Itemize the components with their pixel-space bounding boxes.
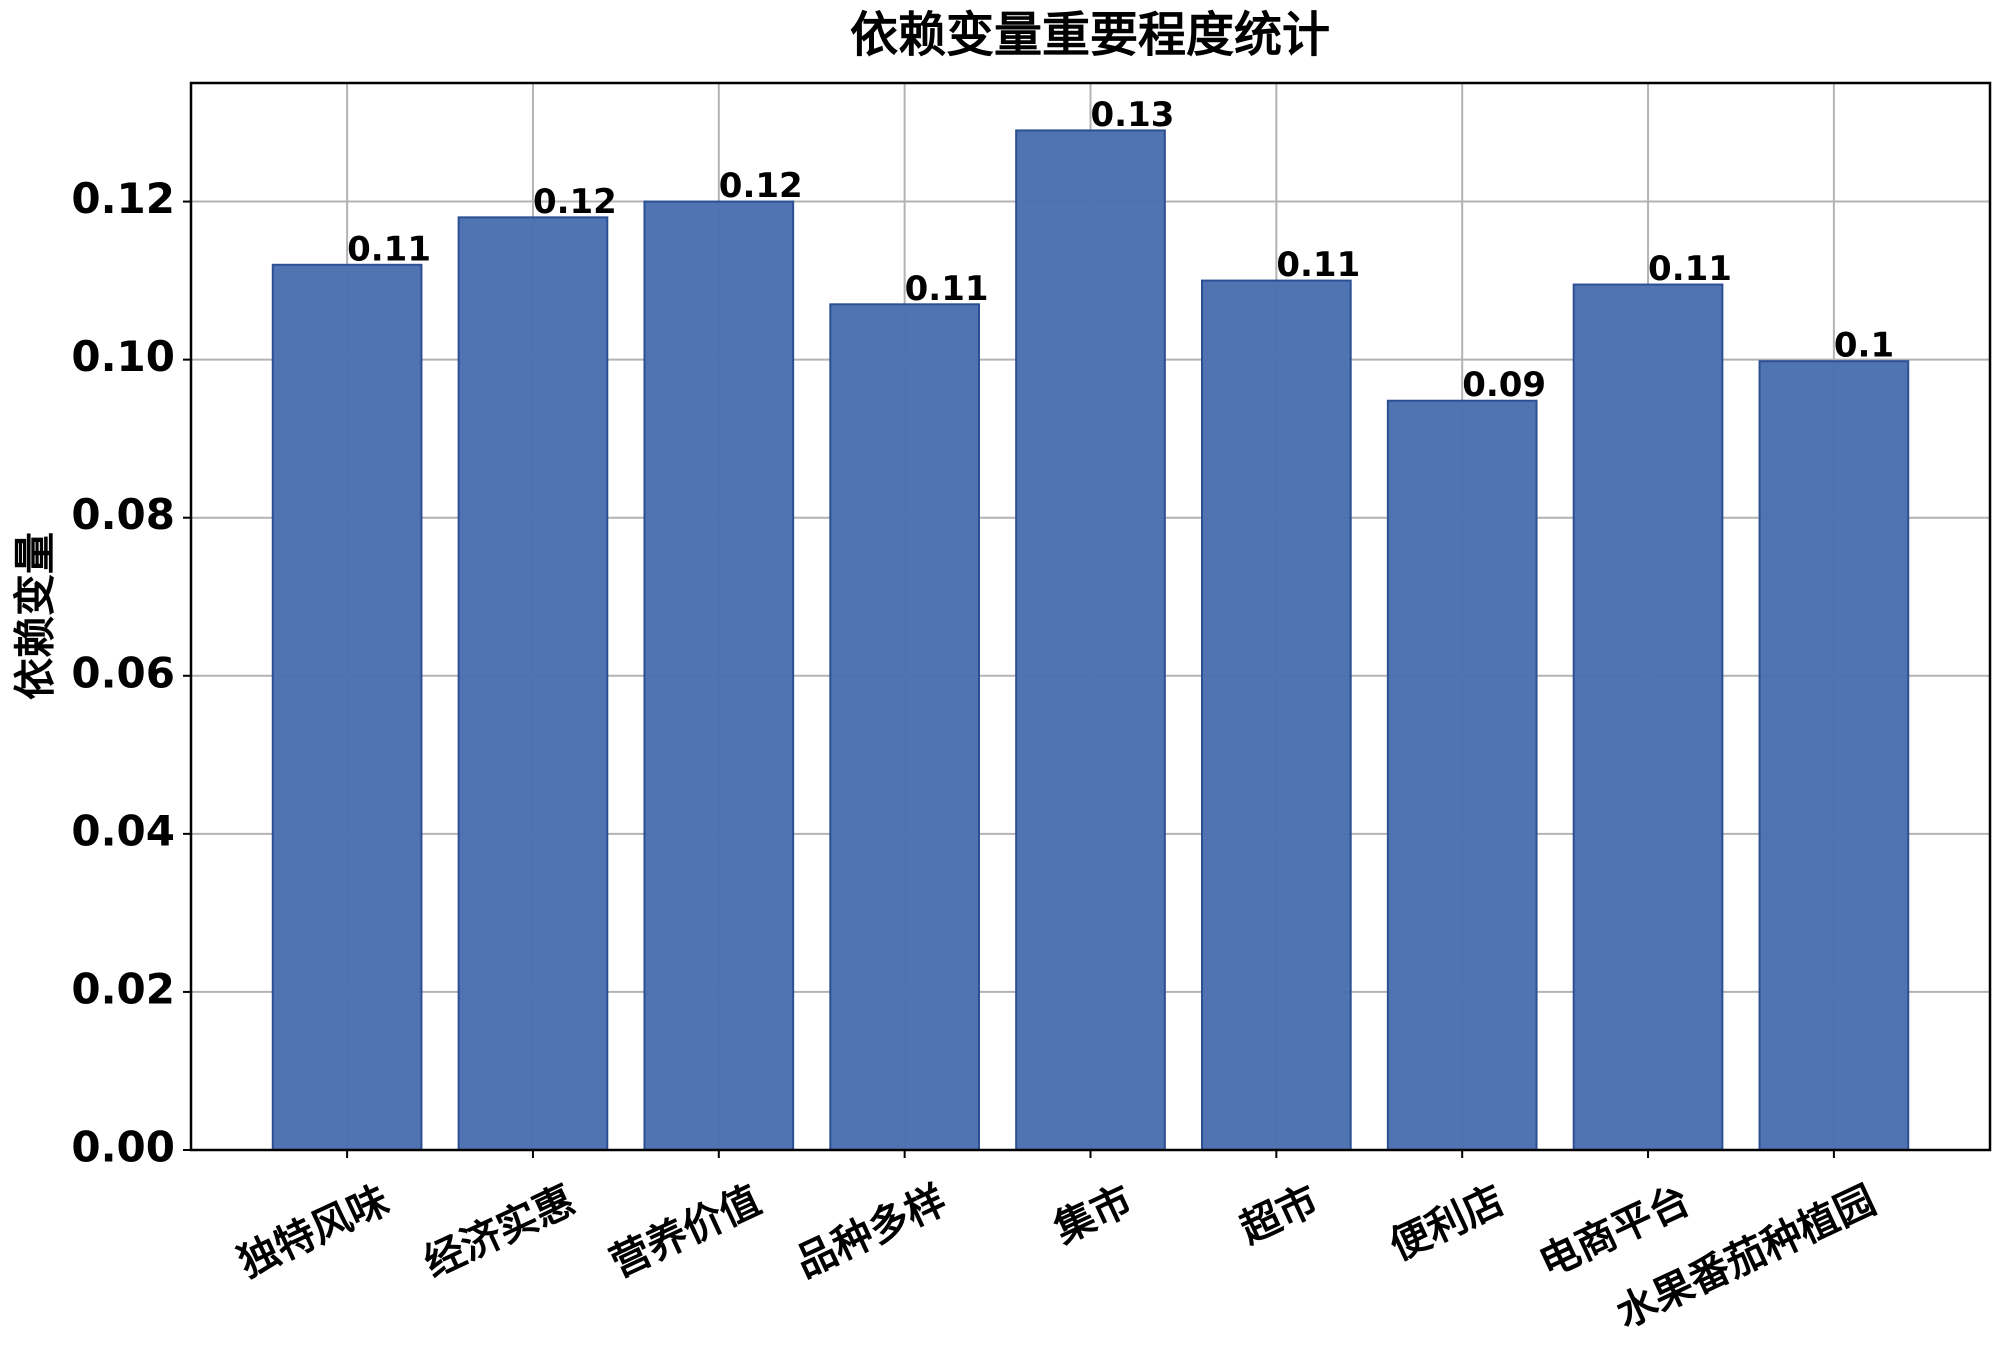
x-tick-label: 独特风味 [232, 1177, 396, 1286]
y-tick-label: 0.02 [71, 964, 175, 1013]
y-tick-label: 0.10 [71, 332, 175, 381]
y-axis-label: 依赖变量 [11, 532, 60, 700]
bar [457, 216, 609, 1151]
value-label: 0.11 [1276, 245, 1360, 285]
x-tick-label: 营养价值 [603, 1177, 767, 1286]
value-label: 0.12 [533, 182, 617, 222]
value-label: 0.11 [1648, 249, 1732, 289]
y-tick-label: 0.12 [71, 174, 175, 223]
bar [829, 303, 980, 1151]
value-label: 0.13 [1091, 95, 1175, 135]
value-label: 0.12 [719, 166, 803, 206]
bar [271, 263, 423, 1152]
y-tick-label: 0.04 [71, 806, 175, 855]
y-tick-label: 0.00 [71, 1123, 175, 1172]
x-tick-label: 经济实惠 [417, 1177, 581, 1286]
y-tick-label: 0.06 [71, 648, 175, 697]
chart-title: 依赖变量重要程度统计 [850, 7, 1330, 63]
value-label: 0.1 [1834, 326, 1894, 366]
bar [1386, 399, 1538, 1151]
plot-frame [189, 81, 1992, 1152]
value-label: 0.11 [905, 269, 989, 309]
x-tick-label: 便利店 [1383, 1177, 1511, 1269]
x-tick-label: 集市 [1047, 1177, 1140, 1253]
bar [1015, 129, 1166, 1151]
value-label: 0.11 [347, 229, 431, 269]
bar [1572, 283, 1724, 1151]
value-label: 0.09 [1462, 365, 1546, 405]
bar [643, 200, 795, 1152]
x-tick-label: 超市 [1233, 1177, 1325, 1252]
x-tick-label: 品种多样 [789, 1177, 953, 1286]
y-tick-label: 0.08 [71, 490, 175, 539]
bar [1201, 279, 1352, 1151]
bar [1758, 360, 1910, 1151]
